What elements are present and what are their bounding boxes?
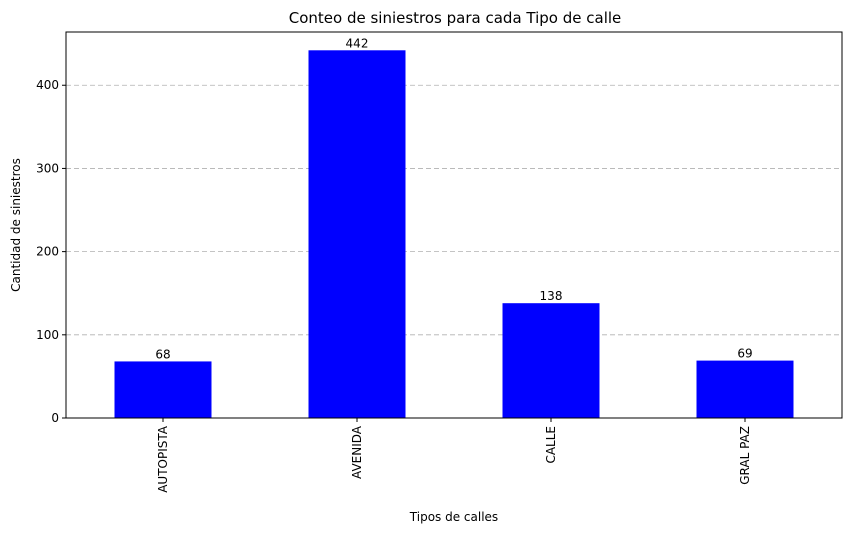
- x-axis-ticks: AUTOPISTA AVENIDA CALLE GRAL PAZ: [156, 418, 752, 493]
- x-tick-label: AVENIDA: [350, 425, 364, 479]
- data-labels: 68 442 138 69: [155, 36, 752, 361]
- bar-avenida: [308, 50, 406, 418]
- y-tick-label: 300: [36, 161, 59, 175]
- bar-value-label: 69: [737, 347, 752, 361]
- bar-gral-paz: [696, 360, 794, 418]
- x-tick-label: AUTOPISTA: [156, 425, 170, 493]
- x-tick-label: CALLE: [544, 426, 558, 464]
- y-tick-label: 0: [51, 411, 59, 425]
- x-axis-label: Tipos de calles: [409, 510, 498, 524]
- y-axis-ticks: 0 100 200 300 400: [36, 78, 66, 425]
- y-tick-label: 400: [36, 78, 59, 92]
- bar-autopista: [114, 361, 212, 418]
- bars: [114, 50, 794, 418]
- y-axis-label: Cantidad de siniestros: [9, 158, 23, 292]
- grid-lines: [66, 84, 842, 336]
- plot-frame: [65, 31, 843, 419]
- chart-title: Conteo de siniestros para cada Tipo de c…: [289, 9, 622, 27]
- x-tick-label: GRAL PAZ: [738, 426, 752, 485]
- bar-value-label: 138: [540, 289, 563, 303]
- y-tick-label: 100: [36, 328, 59, 342]
- bar-calle: [502, 303, 600, 418]
- bar-value-label: 442: [346, 36, 369, 50]
- bar-value-label: 68: [155, 347, 170, 361]
- y-tick-label: 200: [36, 245, 59, 259]
